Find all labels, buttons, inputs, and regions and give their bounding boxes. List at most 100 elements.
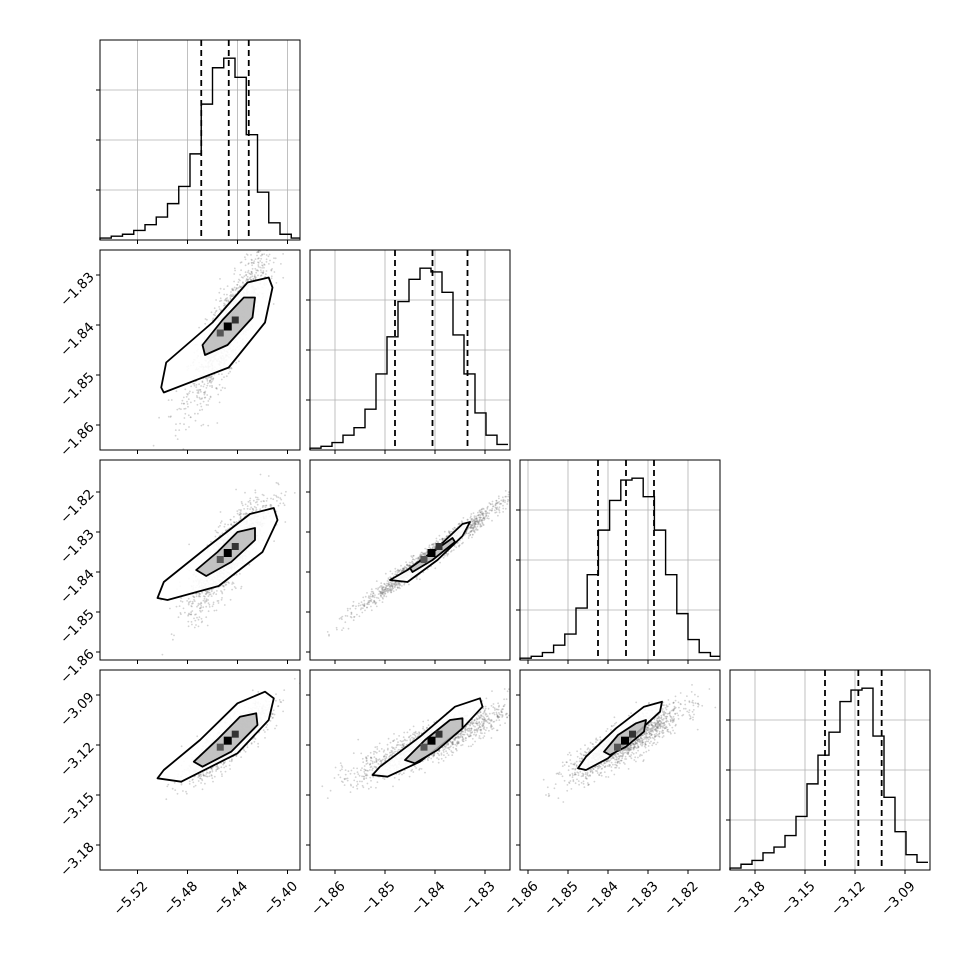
scatter-point (362, 604, 365, 606)
scatter-point (433, 544, 435, 547)
scatter-point (269, 503, 272, 506)
scatter-point (460, 520, 463, 522)
scatter-point (203, 383, 206, 386)
scatter-point (282, 502, 285, 505)
scatter-point (448, 531, 451, 533)
scatter-point (469, 523, 472, 526)
scatter-point (506, 503, 509, 505)
scatter-point (227, 372, 230, 375)
scatter-point (482, 516, 485, 519)
scatter-point (394, 573, 397, 576)
scatter-point (469, 534, 472, 536)
scatter-point (270, 497, 272, 500)
scatter-point (259, 266, 262, 269)
scatter-point (199, 389, 201, 391)
scatter-point (431, 547, 434, 550)
scatter-point (243, 513, 246, 515)
scatter-point (187, 405, 189, 408)
scatter-point (433, 545, 435, 548)
scatter-point (476, 514, 479, 517)
scatter-point (170, 399, 173, 401)
scatter-point (484, 512, 487, 515)
scatter-point (231, 289, 234, 291)
scatter-point (247, 278, 250, 281)
scatter-point (224, 523, 227, 526)
scatter-point (237, 281, 240, 283)
scatter-point (186, 400, 188, 403)
scatter-point (511, 495, 513, 497)
scatter-point (187, 414, 190, 417)
scatter-point (239, 510, 242, 512)
scatter-point (386, 580, 389, 582)
scatter-point (457, 523, 460, 526)
scatter-point (184, 611, 186, 614)
density-peak-cell (231, 316, 239, 324)
scatter-point (399, 583, 402, 586)
scatter-point (490, 510, 493, 512)
scatter-point (198, 326, 201, 329)
scatter-point (240, 269, 243, 272)
scatter-point (230, 295, 233, 298)
scatter-point (447, 553, 450, 555)
scatter-point (478, 513, 481, 516)
scatter-point (203, 774, 205, 777)
scatter-point (205, 377, 207, 380)
scatter-point (443, 530, 446, 533)
scatter-point (474, 523, 477, 526)
density-peak-cell (216, 329, 224, 337)
scatter-point (273, 540, 275, 542)
scatter-point (328, 634, 330, 637)
scatter-point (262, 272, 264, 275)
scatter-point (285, 490, 287, 493)
scatter-point (471, 524, 474, 527)
scatter-point (239, 513, 242, 515)
scatter-point (392, 590, 395, 593)
scatter-point (390, 589, 392, 591)
scatter-point (208, 603, 211, 606)
scatter-point (386, 588, 389, 591)
hist-panel-frame (309, 249, 511, 451)
scatter-point (203, 391, 205, 394)
scatter-point (179, 612, 182, 614)
scatter-point (263, 505, 265, 507)
scatter-point (268, 253, 271, 256)
scatter-point (199, 595, 202, 598)
scatter-point (242, 276, 244, 279)
scatter-point (389, 588, 391, 591)
scatter-point (403, 568, 406, 571)
scatter-point (205, 404, 208, 406)
scatter-point (180, 613, 182, 616)
scatter-point (246, 505, 249, 507)
scatter-point (477, 522, 480, 525)
scatter-point (264, 273, 267, 275)
scatter-point (206, 379, 209, 382)
scatter-point (431, 543, 434, 545)
scatter-point (270, 504, 273, 507)
scatter-point (475, 517, 478, 520)
scatter-point (472, 528, 474, 530)
scatter-point (346, 609, 349, 612)
scatter-point (366, 606, 369, 609)
scatter-point (188, 543, 191, 546)
scatter-point (252, 278, 255, 280)
scatter-point (401, 569, 404, 572)
scatter-point (207, 595, 210, 598)
scatter-point (455, 546, 458, 549)
scatter-point (471, 520, 474, 523)
scatter-point (498, 511, 501, 514)
scatter-point (479, 516, 482, 519)
scatter-point (488, 502, 491, 504)
scatter-point (220, 520, 223, 523)
scatter-point (169, 607, 171, 610)
scatter-point (189, 416, 192, 419)
scatter-point (487, 517, 490, 520)
scatter-point (507, 495, 510, 498)
scatter-point (402, 567, 405, 570)
scatter-point (374, 603, 377, 605)
scatter-point (265, 246, 267, 248)
scatter-point (394, 582, 396, 584)
scatter-point (495, 502, 498, 505)
scatter-point (261, 253, 263, 256)
scatter-point (336, 628, 338, 631)
scatter-point (233, 280, 236, 283)
